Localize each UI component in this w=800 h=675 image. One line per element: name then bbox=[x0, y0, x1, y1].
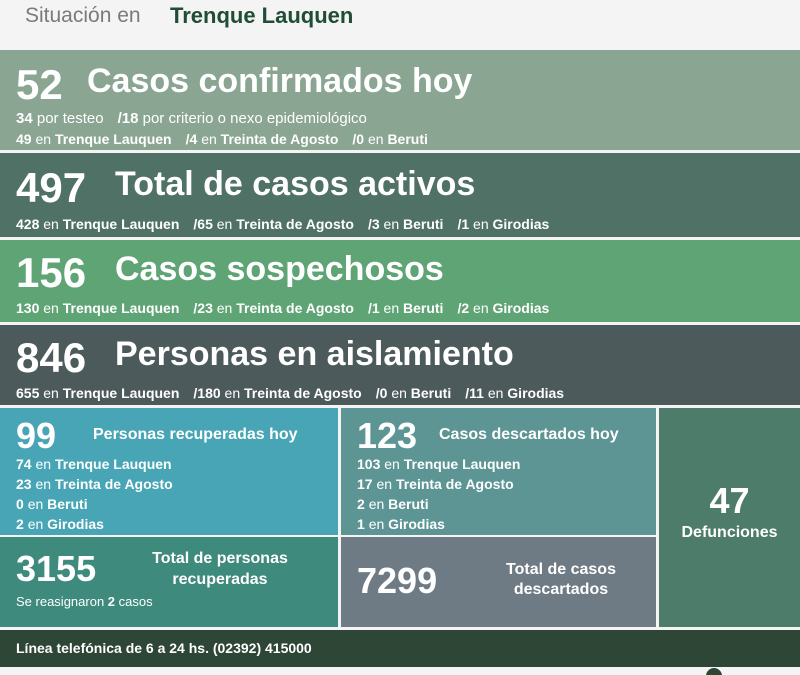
confirmed-cases-band: 52 Casos confirmados hoy 34 por testeo/1… bbox=[0, 50, 800, 150]
discarded-row: 103 en Trenque Lauquen bbox=[357, 456, 521, 472]
discarded-today-title: Casos descartados hoy bbox=[439, 426, 619, 443]
isolation-title: Personas en aislamiento bbox=[115, 335, 514, 373]
suspected-count: 156 bbox=[16, 249, 87, 296]
phone-footer: Línea telefónica de 6 a 24 hs. (02392) 4… bbox=[0, 630, 800, 667]
recovered-row: 0 en Beruti bbox=[16, 496, 88, 512]
header-label: Situación en bbox=[25, 4, 141, 27]
discarded-row: 17 en Treinta de Agosto bbox=[357, 476, 514, 492]
isolation-count: 846 bbox=[16, 334, 87, 381]
phone-line-text: Línea telefónica de 6 a 24 hs. (02392) 4… bbox=[16, 640, 312, 656]
discarded-total-box: 7299 Total de casos descartados bbox=[341, 537, 656, 627]
deaths-box: 47 Defunciones bbox=[659, 408, 800, 627]
confirmed-count: 52 bbox=[16, 61, 63, 108]
header: Situación en Trenque Lauquen bbox=[0, 0, 800, 48]
scroll-indicator-icon bbox=[706, 668, 722, 675]
discarded-total-title-2: descartados bbox=[513, 581, 609, 598]
recovered-row: 2 en Girodias bbox=[16, 516, 104, 532]
recovered-row: 74 en Trenque Lauquen bbox=[16, 456, 172, 472]
discarded-today-box: 123 Casos descartados hoy 103 en Trenque… bbox=[341, 408, 656, 535]
recovered-total-box: 3155 Total de personas recuperadas Se re… bbox=[0, 537, 338, 627]
recovered-total-title-1: Total de personas bbox=[152, 550, 288, 567]
discarded-total-title-1: Total de casos bbox=[506, 561, 616, 578]
recovered-total-title-2: recuperadas bbox=[172, 571, 268, 588]
discarded-today-count: 123 bbox=[357, 415, 418, 456]
recovered-today-title: Personas recuperadas hoy bbox=[93, 426, 298, 443]
active-title: Total de casos activos bbox=[115, 165, 476, 203]
recovered-total-count: 3155 bbox=[16, 548, 97, 589]
discarded-row: 1 en Girodias bbox=[357, 516, 445, 532]
deaths-title: Defunciones bbox=[681, 524, 778, 541]
confirmed-title: Casos confirmados hoy bbox=[87, 62, 473, 100]
recovered-row: 23 en Treinta de Agosto bbox=[16, 476, 173, 492]
suspected-title: Casos sospechosos bbox=[115, 250, 444, 288]
active-cases-band: 497 Total de casos activos 428 en Trenqu… bbox=[0, 153, 800, 237]
deaths-count: 47 bbox=[709, 480, 750, 521]
active-breakdown: 428 en Trenque Lauquen/65 en Treinta de … bbox=[16, 216, 550, 232]
discarded-total-count: 7299 bbox=[357, 560, 438, 601]
active-count: 497 bbox=[16, 164, 87, 211]
discarded-row: 2 en Beruti bbox=[357, 496, 429, 512]
isolation-breakdown: 655 en Trenque Lauquen/180 en Treinta de… bbox=[16, 385, 565, 401]
header-city: Trenque Lauquen bbox=[170, 3, 354, 28]
confirmed-breakdown-place: 49 en Trenque Lauquen/4 en Treinta de Ag… bbox=[16, 131, 428, 147]
recovered-reassigned-note: Se reasignaron 2 casos bbox=[16, 594, 153, 609]
isolation-band: 846 Personas en aislamiento 655 en Trenq… bbox=[0, 325, 800, 405]
suspected-cases-band: 156 Casos sospechosos 130 en Trenque Lau… bbox=[0, 240, 800, 322]
recovered-today-count: 99 bbox=[16, 415, 57, 456]
suspected-breakdown: 130 en Trenque Lauquen/23 en Treinta de … bbox=[16, 300, 550, 316]
confirmed-breakdown-test: 34 por testeo/18 por criterio o nexo epi… bbox=[16, 110, 367, 127]
bottom-strip bbox=[0, 667, 800, 675]
recovered-today-box: 99 Personas recuperadas hoy 74 en Trenqu… bbox=[0, 408, 338, 535]
